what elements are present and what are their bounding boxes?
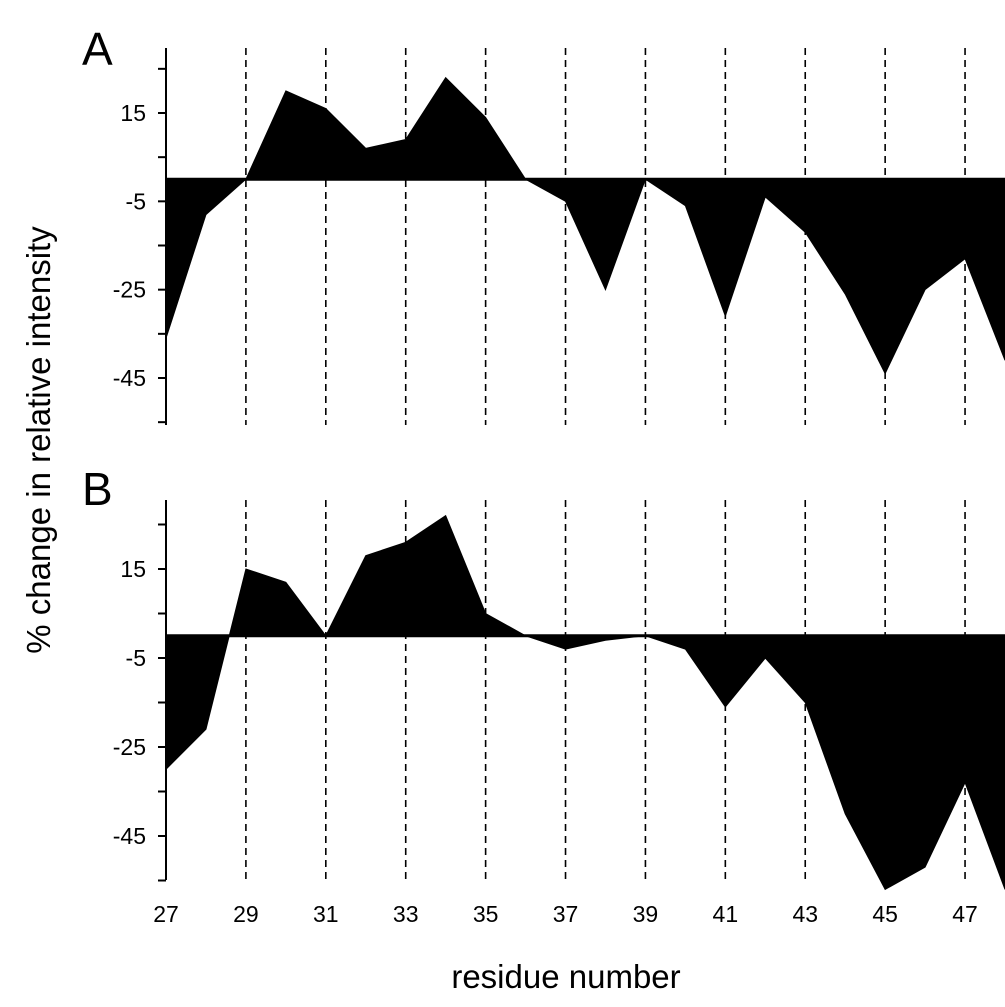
panel-label: A [82,23,113,75]
y-tick-label: -45 [113,365,146,391]
y-tick-label: -5 [126,188,146,214]
x-tick-label: 35 [473,901,499,927]
series-area [165,76,1005,375]
x-tick-label: 39 [633,901,659,927]
x-axis-ticks: 27 29 31 33 35 37 39 41 43 45 47 [153,901,978,927]
panel-b: 15 -5 -25 -45 B [82,463,1005,891]
x-tick-label: 43 [792,901,818,927]
y-tick-label: -25 [113,734,146,760]
y-tick-label: -5 [126,645,146,671]
y-tick-label: -25 [113,277,146,303]
y-tick-label: -45 [113,823,146,849]
series-area [165,514,1005,891]
x-tick-label: 27 [153,901,179,927]
x-tick-label: 37 [553,901,579,927]
x-tick-label: 33 [393,901,419,927]
y-tick-label: 15 [120,556,146,582]
y-tick-label: 15 [120,100,146,126]
x-tick-label: 47 [952,901,978,927]
y-axis-title: % change in relative intensity [20,226,57,654]
x-tick-label: 41 [713,901,739,927]
x-tick-label: 29 [233,901,259,927]
x-axis-title: residue number [451,958,680,995]
x-tick-label: 31 [313,901,339,927]
x-tick-label: 45 [872,901,898,927]
panel-label: B [82,463,113,515]
panel-a: 15 -5 -25 -45 A [82,23,1005,425]
